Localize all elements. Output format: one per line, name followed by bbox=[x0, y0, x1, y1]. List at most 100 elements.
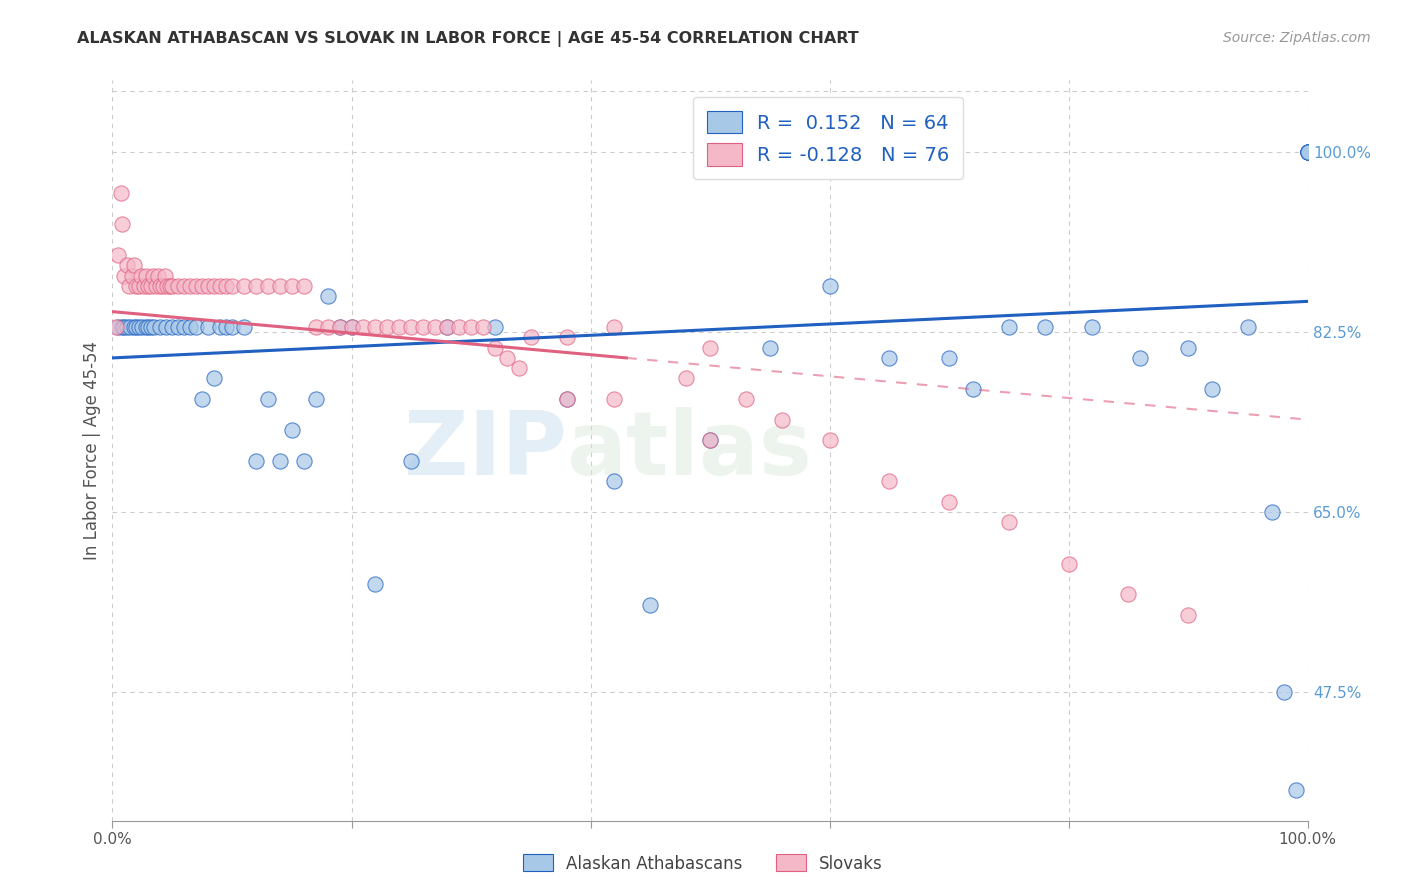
Point bbox=[1296, 145, 1319, 160]
Point bbox=[139, 320, 162, 334]
Point bbox=[135, 320, 157, 334]
Point bbox=[472, 320, 495, 334]
Point bbox=[186, 320, 208, 334]
Point bbox=[191, 279, 214, 293]
Point bbox=[120, 320, 142, 334]
Point bbox=[1033, 320, 1056, 334]
Point bbox=[603, 475, 626, 489]
Point bbox=[484, 320, 506, 334]
Point bbox=[245, 279, 267, 293]
Point bbox=[173, 279, 195, 293]
Point bbox=[149, 279, 172, 293]
Point bbox=[129, 268, 152, 283]
Point bbox=[281, 423, 304, 437]
Point bbox=[1177, 607, 1199, 622]
Point bbox=[425, 320, 447, 334]
Point bbox=[111, 217, 134, 231]
Point bbox=[436, 320, 458, 334]
Point bbox=[115, 320, 138, 334]
Point bbox=[305, 392, 328, 406]
Point bbox=[152, 279, 174, 293]
Point bbox=[149, 320, 172, 334]
Point bbox=[233, 320, 256, 334]
Point bbox=[699, 433, 721, 447]
Point bbox=[1057, 557, 1080, 571]
Point bbox=[135, 268, 157, 283]
Point bbox=[118, 279, 141, 293]
Point bbox=[1296, 145, 1319, 160]
Point bbox=[675, 371, 697, 385]
Point bbox=[1201, 382, 1223, 396]
Text: ZIP: ZIP bbox=[404, 407, 567, 494]
Point bbox=[938, 495, 960, 509]
Point bbox=[340, 320, 363, 334]
Point bbox=[257, 392, 280, 406]
Point bbox=[316, 289, 339, 303]
Point bbox=[1129, 351, 1152, 365]
Point bbox=[209, 320, 232, 334]
Point bbox=[114, 268, 135, 283]
Point bbox=[155, 320, 177, 334]
Point bbox=[401, 320, 423, 334]
Point bbox=[484, 341, 506, 355]
Point bbox=[555, 330, 578, 344]
Point bbox=[1296, 145, 1319, 160]
Point bbox=[770, 412, 793, 426]
Point bbox=[377, 320, 399, 334]
Point bbox=[329, 320, 352, 334]
Point bbox=[105, 320, 128, 334]
Point bbox=[257, 279, 280, 293]
Point bbox=[699, 341, 721, 355]
Point bbox=[114, 320, 135, 334]
Text: Source: ZipAtlas.com: Source: ZipAtlas.com bbox=[1223, 31, 1371, 45]
Point bbox=[143, 320, 166, 334]
Point bbox=[1118, 587, 1140, 601]
Point bbox=[125, 320, 148, 334]
Point bbox=[329, 320, 352, 334]
Point bbox=[364, 577, 387, 591]
Point bbox=[269, 454, 291, 468]
Point bbox=[111, 320, 134, 334]
Point bbox=[167, 279, 190, 293]
Point bbox=[508, 361, 530, 376]
Point bbox=[221, 320, 243, 334]
Point bbox=[107, 248, 129, 262]
Point bbox=[460, 320, 482, 334]
Point bbox=[128, 279, 150, 293]
Point bbox=[122, 320, 145, 334]
Point bbox=[1261, 505, 1284, 519]
Point bbox=[735, 392, 758, 406]
Point bbox=[209, 279, 232, 293]
Point bbox=[1081, 320, 1104, 334]
Point bbox=[1296, 145, 1319, 160]
Point bbox=[447, 320, 470, 334]
Point bbox=[436, 320, 458, 334]
Point bbox=[603, 392, 626, 406]
Point bbox=[139, 279, 162, 293]
Point bbox=[215, 320, 238, 334]
Point bbox=[962, 382, 984, 396]
Point bbox=[1177, 341, 1199, 355]
Point bbox=[305, 320, 328, 334]
Point bbox=[281, 279, 304, 293]
Point bbox=[167, 320, 190, 334]
Point bbox=[156, 279, 179, 293]
Point bbox=[269, 279, 291, 293]
Point bbox=[818, 433, 841, 447]
Text: ALASKAN ATHABASCAN VS SLOVAK IN LABOR FORCE | AGE 45-54 CORRELATION CHART: ALASKAN ATHABASCAN VS SLOVAK IN LABOR FO… bbox=[77, 31, 859, 47]
Point bbox=[879, 475, 901, 489]
Point bbox=[603, 320, 626, 334]
Point bbox=[1296, 145, 1319, 160]
Point bbox=[998, 516, 1021, 530]
Point bbox=[292, 279, 315, 293]
Point bbox=[496, 351, 519, 365]
Point bbox=[173, 320, 195, 334]
Point bbox=[818, 279, 841, 293]
Point bbox=[162, 279, 183, 293]
Point bbox=[364, 320, 387, 334]
Point bbox=[759, 341, 782, 355]
Point bbox=[520, 330, 543, 344]
Point bbox=[352, 320, 374, 334]
Point bbox=[412, 320, 434, 334]
Point bbox=[401, 454, 423, 468]
